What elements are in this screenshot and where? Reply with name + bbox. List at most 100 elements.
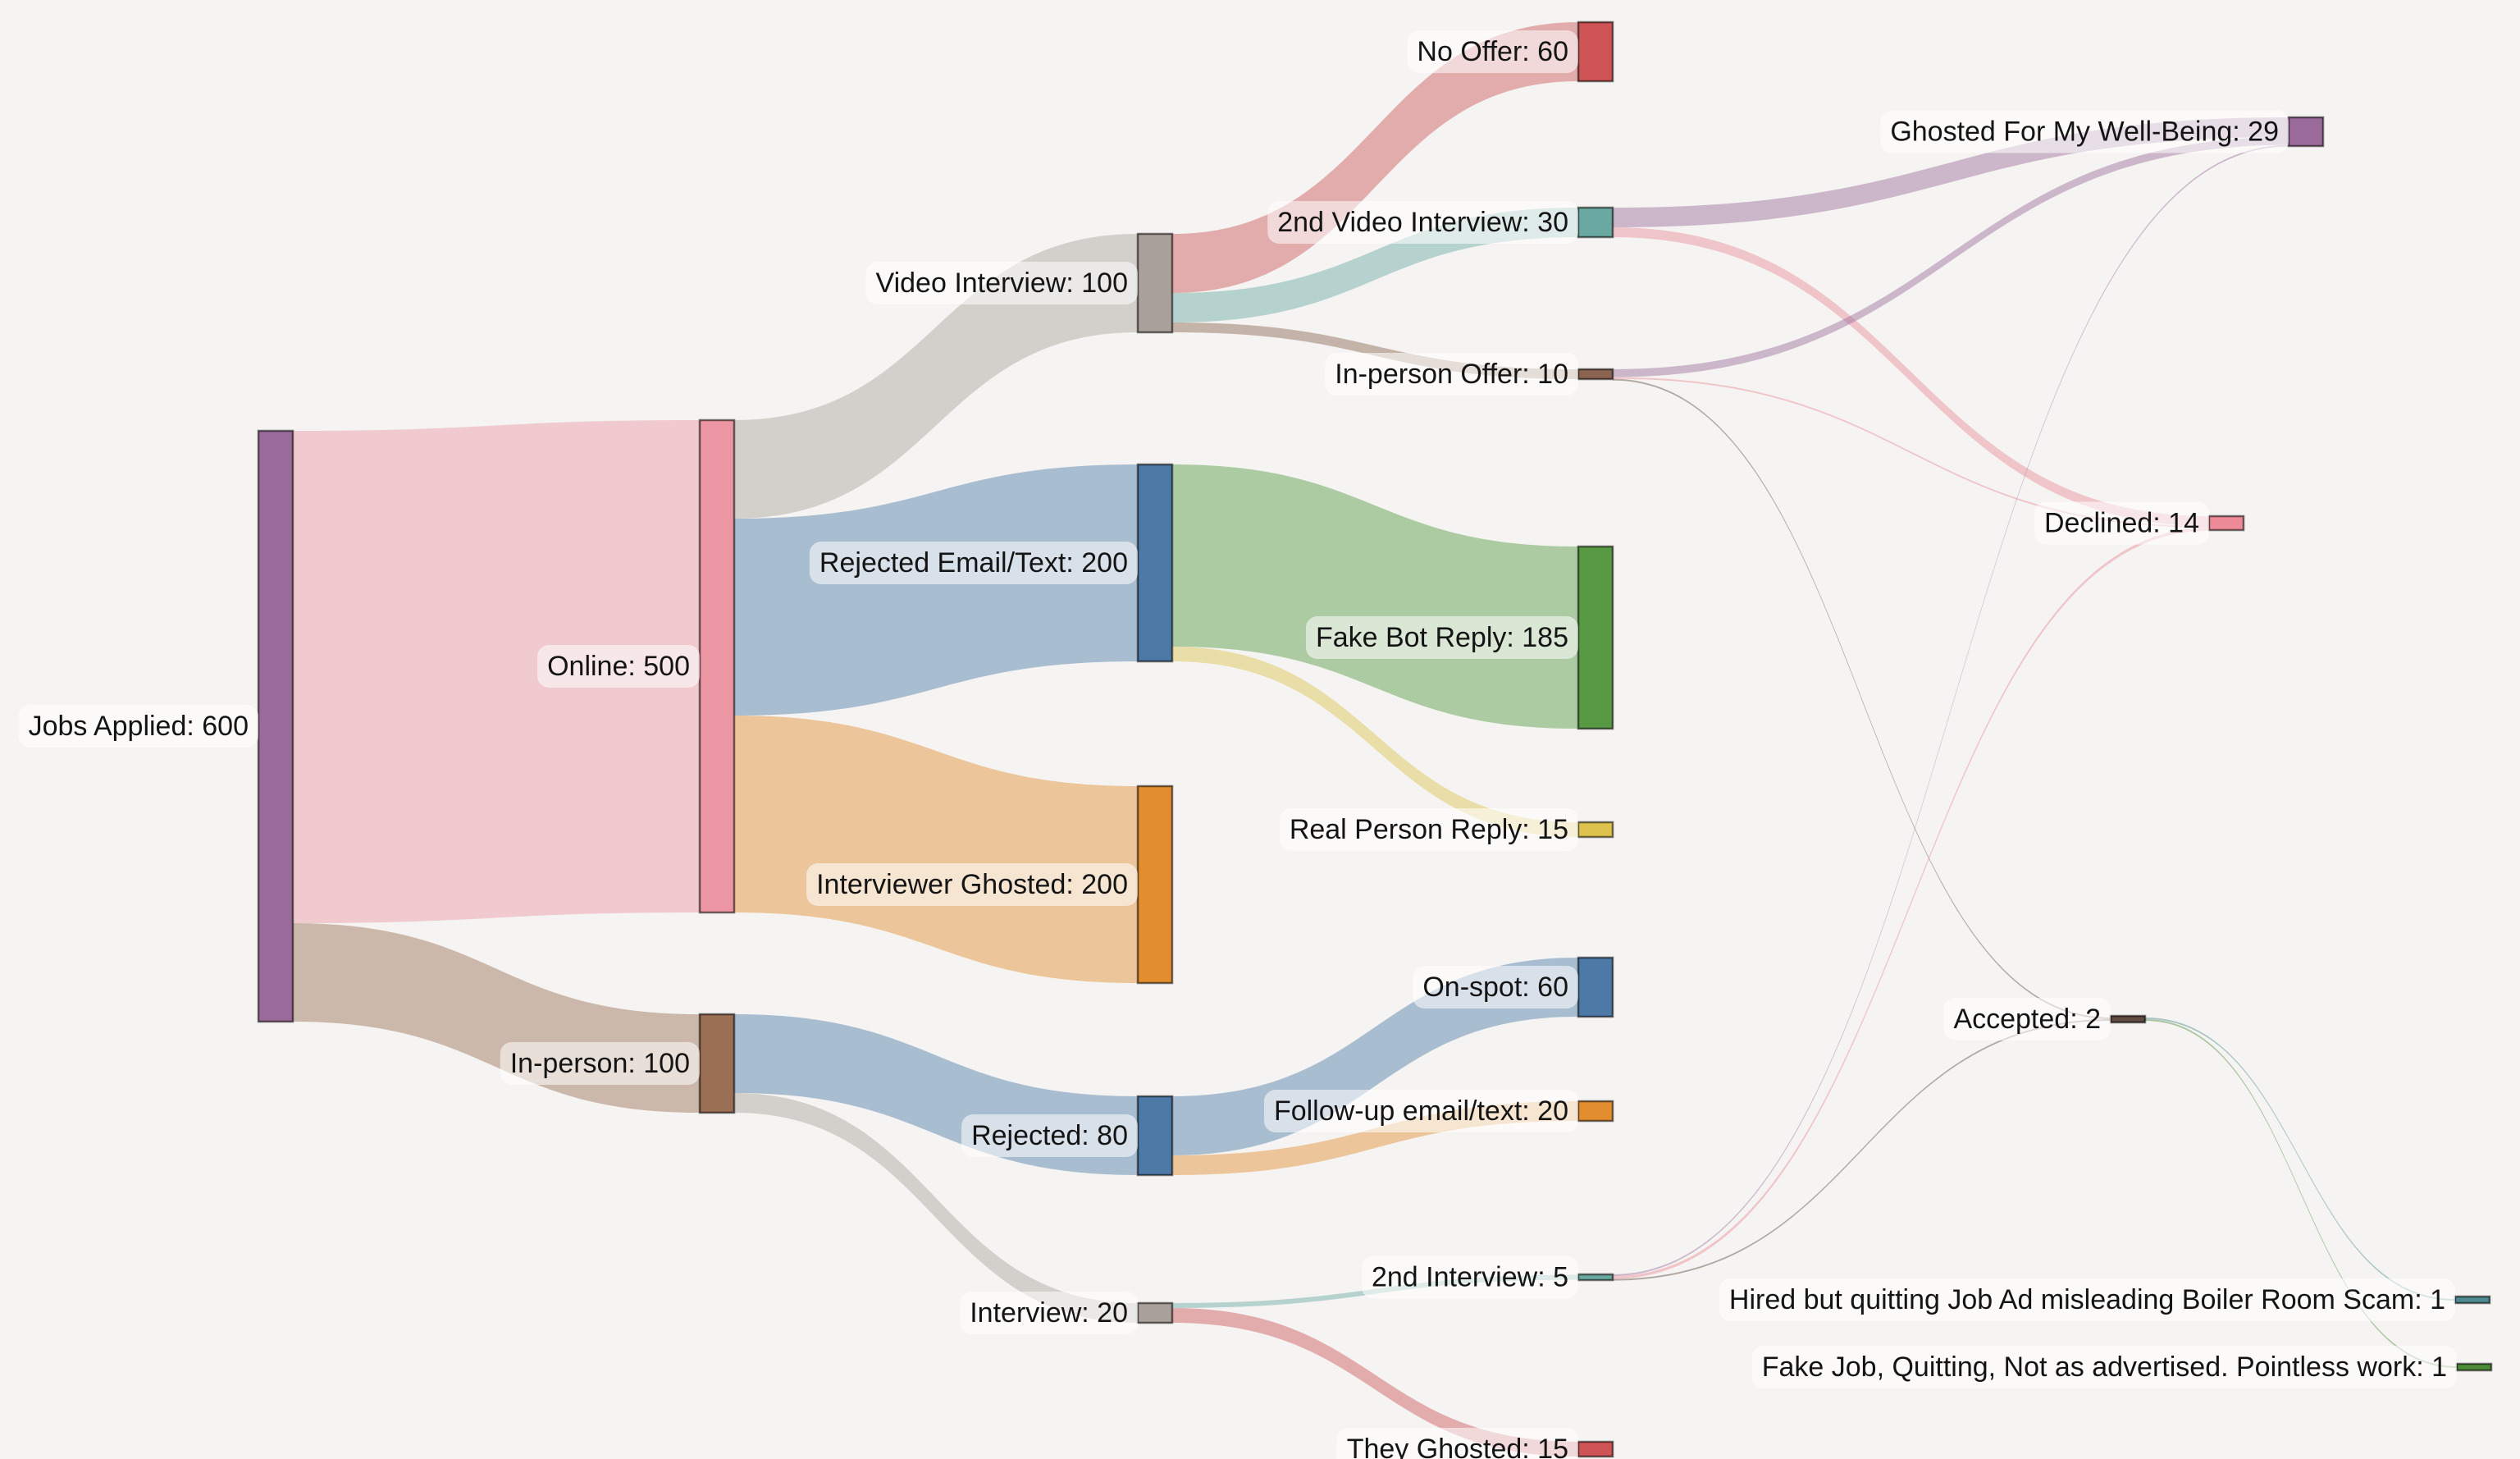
- node-label-box-on-spot: [1413, 966, 1578, 1008]
- flow-second-video-interview-to-declined: [1613, 227, 2209, 526]
- node-label-box-in-person: [500, 1042, 700, 1085]
- node-label-no-offer: No Offer: 60: [1407, 30, 1578, 73]
- node-label-second-interview: 2nd Interview: 5: [1361, 1255, 1578, 1299]
- node-online[interactable]: [698, 418, 736, 914]
- node-accepted[interactable]: [2109, 1014, 2147, 1024]
- node-label-box-in-person-offer: [1325, 353, 1578, 396]
- node-fake-job-quitting[interactable]: [2455, 1362, 2493, 1372]
- flow-in-person-to-interview: [734, 1093, 1138, 1323]
- node-label-hired-but-quitting: Hired but quitting Job Ad misleading Boi…: [1719, 1278, 2455, 1321]
- node-label-fake-bot-reply: Fake Bot Reply: 185: [1305, 616, 1578, 659]
- flow-rejected-email-text-to-fake-bot-reply: [1172, 464, 1578, 729]
- node-label-text-ghosted-for-my-well-being: Ghosted For My Well-Being: 29: [1890, 117, 2279, 148]
- node-label-text-no-offer: No Offer: 60: [1417, 36, 1568, 67]
- node-label-text-fake-bot-reply: Fake Bot Reply: 185: [1316, 622, 1568, 653]
- node-ghosted-for-my-well-being[interactable]: [2287, 116, 2325, 148]
- node-label-real-person-reply: Real Person Reply: 15: [1279, 808, 1578, 851]
- flow-second-interview-to-declined: [1613, 528, 2209, 1279]
- node-interviewer-ghosted[interactable]: [1136, 784, 1174, 985]
- node-follow-up-email-text[interactable]: [1577, 1100, 1614, 1123]
- node-label-box-hired-but-quitting: [1719, 1278, 2455, 1321]
- node-label-box-rejected: [961, 1114, 1138, 1157]
- node-in-person[interactable]: [698, 1013, 736, 1114]
- node-label-text-video-interview: Video Interview: 100: [876, 268, 1128, 299]
- node-label-box-they-ghosted: [1336, 1428, 1578, 1459]
- node-label-text-interviewer-ghosted: Interviewer Ghosted: 200: [816, 869, 1128, 900]
- node-label-box-video-interview: [865, 262, 1138, 304]
- node-hired-but-quitting[interactable]: [2454, 1295, 2491, 1305]
- flow-online-to-video-interview: [734, 234, 1138, 519]
- node-label-declined: Declined: 14: [2034, 501, 2209, 545]
- node-rejected[interactable]: [1136, 1095, 1174, 1177]
- labels-layer: Jobs Applied: 600 Online: 500 In-person: 1…: [18, 30, 2457, 1459]
- node-label-box-fake-bot-reply: [1305, 616, 1578, 659]
- node-fake-bot-reply[interactable]: [1577, 545, 1614, 730]
- node-label-text-accepted: Accepted: 2: [1953, 1004, 2101, 1035]
- node-label-box-follow-up-email-text: [1263, 1090, 1578, 1132]
- node-label-box-declined: [2034, 501, 2209, 545]
- node-second-interview[interactable]: [1577, 1273, 1614, 1282]
- node-label-box-no-offer: [1407, 30, 1578, 73]
- node-label-text-they-ghosted: They Ghosted: 15: [1347, 1434, 1568, 1459]
- node-no-offer[interactable]: [1577, 21, 1614, 83]
- node-label-box-real-person-reply: [1279, 808, 1578, 851]
- node-label-box-rejected-email-text: [809, 542, 1138, 584]
- flow-second-interview-to-ghosted-for-my-well-being: [1613, 144, 2289, 1277]
- node-label-text-second-video-interview: 2nd Video Interview: 30: [1277, 207, 1568, 238]
- node-label-online: Online: 500: [537, 645, 700, 688]
- node-label-box-second-interview: [1361, 1255, 1578, 1299]
- node-label-interviewer-ghosted: Interviewer Ghosted: 200: [806, 863, 1138, 906]
- flow-rejected-email-text-to-real-person-reply: [1172, 647, 1578, 837]
- node-video-interview[interactable]: [1136, 232, 1174, 334]
- node-label-follow-up-email-text: Follow-up email/text: 20: [1263, 1090, 1578, 1132]
- node-label-box-interviewer-ghosted: [806, 863, 1138, 906]
- node-label-box-interview: [960, 1292, 1138, 1334]
- node-rejected-email-text[interactable]: [1136, 463, 1174, 663]
- node-label-box-accepted: [1943, 998, 2111, 1041]
- node-label-box-ghosted-for-my-well-being: [1880, 110, 2289, 153]
- node-label-text-hired-but-quitting: Hired but quitting Job Ad misleading Boi…: [1729, 1284, 2445, 1315]
- node-label-second-video-interview: 2nd Video Interview: 30: [1267, 201, 1578, 244]
- flow-in-person-offer-to-accepted: [1613, 378, 2111, 1020]
- node-label-text-jobs-applied: Jobs Applied: 600: [29, 711, 249, 742]
- node-second-video-interview[interactable]: [1577, 206, 1614, 239]
- node-label-text-rejected-email-text: Rejected Email/Text: 200: [819, 547, 1128, 579]
- node-label-text-follow-up-email-text: Follow-up email/text: 20: [1274, 1095, 1568, 1127]
- node-on-spot[interactable]: [1577, 956, 1614, 1018]
- node-label-in-person: In-person: 100: [500, 1042, 700, 1085]
- node-label-text-fake-job-quitting: Fake Job, Quitting, Not as advertised. P…: [1762, 1352, 2447, 1383]
- node-label-on-spot: On-spot: 60: [1413, 966, 1578, 1008]
- flow-interview-to-they-ghosted: [1172, 1308, 1578, 1457]
- node-label-video-interview: Video Interview: 100: [865, 262, 1138, 304]
- node-label-rejected-email-text: Rejected Email/Text: 200: [809, 542, 1138, 584]
- node-label-text-online: Online: 500: [547, 651, 690, 682]
- node-label-accepted: Accepted: 2: [1943, 998, 2111, 1041]
- node-in-person-offer[interactable]: [1577, 368, 1614, 381]
- node-label-text-on-spot: On-spot: 60: [1422, 972, 1568, 1003]
- flow-jobs-applied-to-online: [293, 420, 700, 923]
- node-label-they-ghosted: They Ghosted: 15: [1336, 1428, 1578, 1459]
- node-label-rejected: Rejected: 80: [961, 1114, 1138, 1157]
- node-they-ghosted[interactable]: [1577, 1440, 1614, 1458]
- node-jobs-applied[interactable]: [257, 429, 294, 1023]
- nodes-layer: [257, 21, 2493, 1458]
- node-label-text-declined: Declined: 14: [2044, 508, 2199, 539]
- flow-second-interview-to-accepted: [1613, 1019, 2111, 1281]
- node-real-person-reply[interactable]: [1577, 821, 1614, 839]
- flow-online-to-rejected-email-text: [734, 464, 1138, 716]
- node-label-text-in-person-offer: In-person Offer: 10: [1335, 359, 1568, 390]
- node-declined[interactable]: [2207, 515, 2245, 532]
- node-interview[interactable]: [1136, 1301, 1174, 1324]
- node-label-text-interview: Interview: 20: [970, 1297, 1128, 1329]
- flow-online-to-interviewer-ghosted: [734, 716, 1138, 983]
- flow-accepted-to-hired-but-quitting: [2145, 1018, 2455, 1301]
- node-label-fake-job-quitting: Fake Job, Quitting, Not as advertised. P…: [1751, 1346, 2457, 1388]
- node-label-ghosted-for-my-well-being: Ghosted For My Well-Being: 29: [1880, 110, 2289, 153]
- node-label-box-online: [537, 645, 700, 688]
- node-label-text-real-person-reply: Real Person Reply: 15: [1290, 814, 1568, 845]
- flow-in-person-offer-to-declined: [1613, 377, 2209, 528]
- node-label-text-second-interview: 2nd Interview: 5: [1372, 1262, 1568, 1293]
- node-label-box-jobs-applied: [18, 705, 258, 748]
- node-label-interview: Interview: 20: [960, 1292, 1138, 1334]
